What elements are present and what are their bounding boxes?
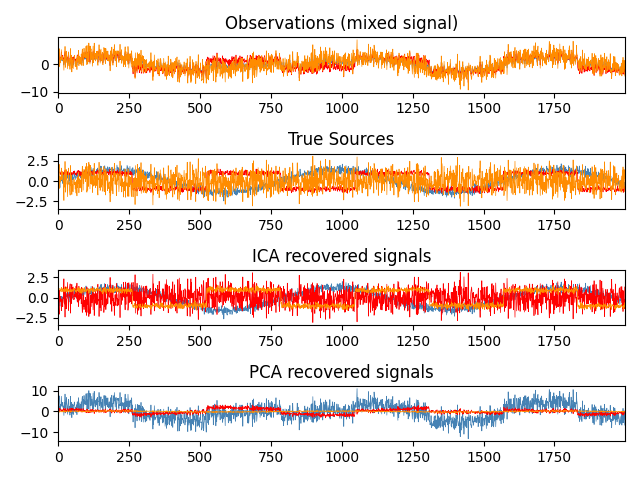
Title: Observations (mixed signal): Observations (mixed signal) bbox=[225, 15, 458, 33]
Title: True Sources: True Sources bbox=[289, 131, 395, 149]
Title: ICA recovered signals: ICA recovered signals bbox=[252, 248, 431, 265]
Title: PCA recovered signals: PCA recovered signals bbox=[249, 364, 434, 382]
